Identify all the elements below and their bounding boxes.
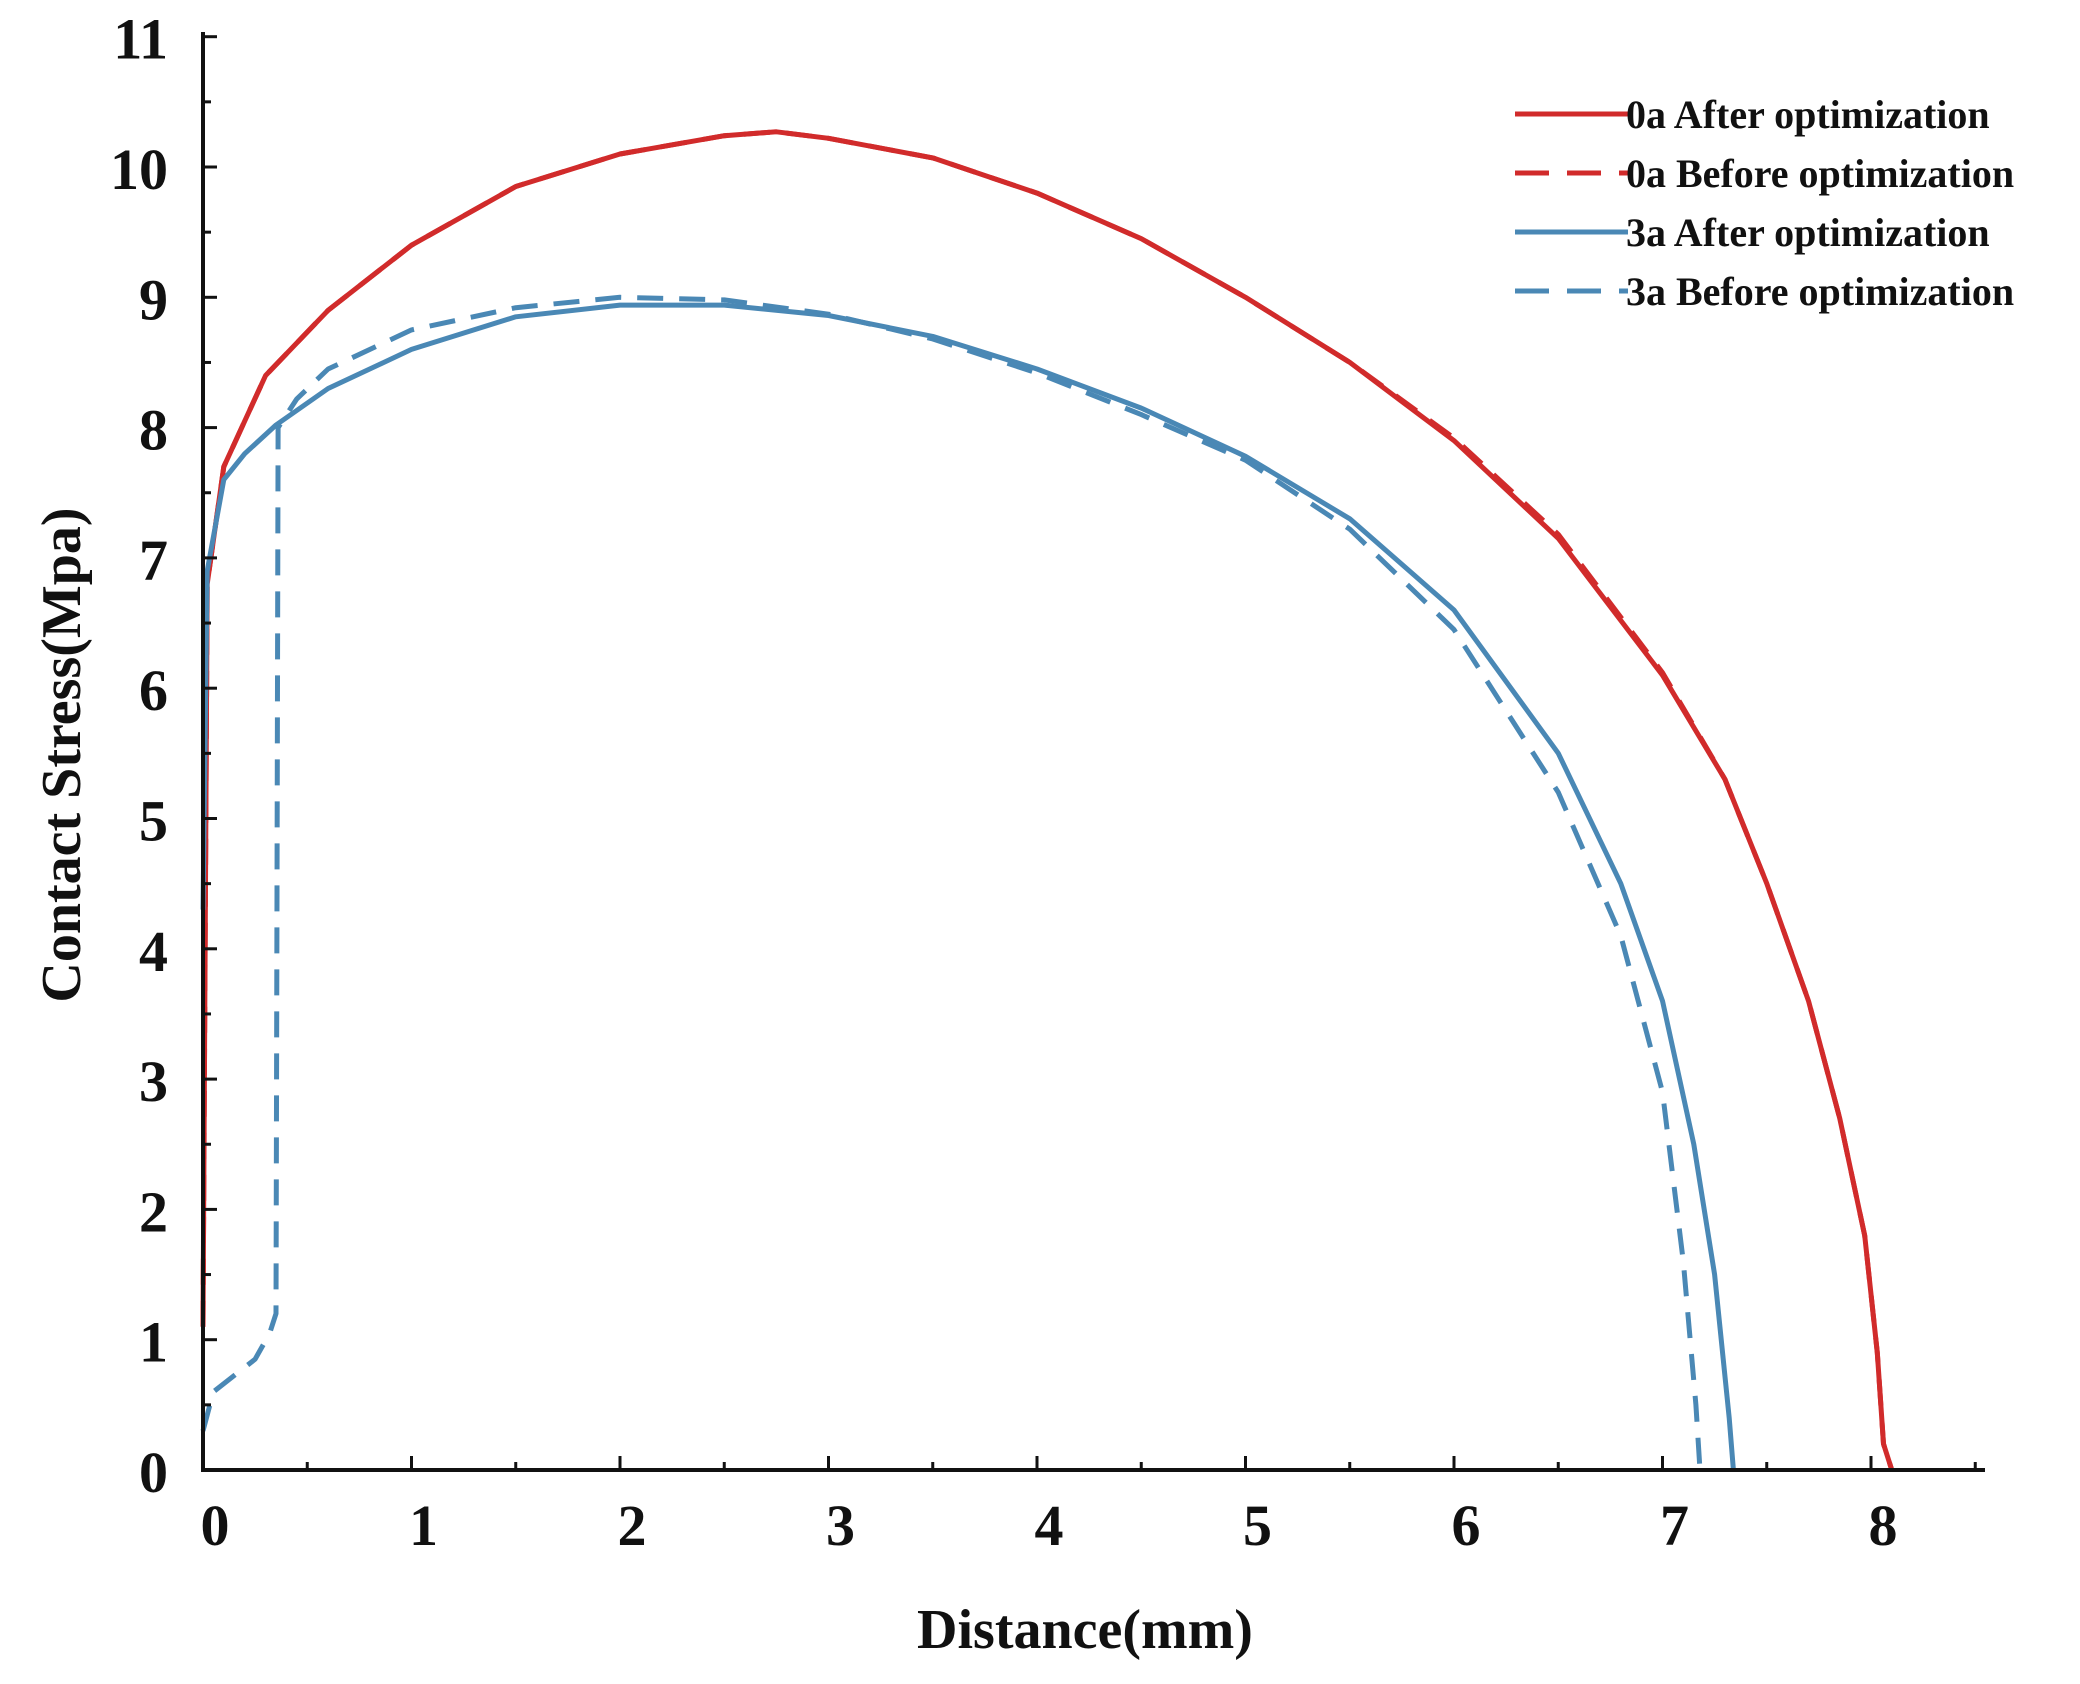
y-tick-label: 11 [113, 7, 168, 72]
series-layer [200, 129, 1895, 1471]
x-tick-label: 1 [409, 1493, 438, 1558]
x-axis-title: Distance(mm) [917, 1599, 1253, 1661]
y-tick-label: 5 [139, 789, 168, 854]
ticks-layer: 0 1 2 3 4 5 6 7 8 9 10 11 0 1 2 3 4 5 6 7 8 [110, 7, 1977, 1558]
legend-label-0a-before-optimization: 0a Before optimization [1626, 151, 2014, 196]
x-tick-label: 2 [618, 1493, 647, 1558]
series-line-0a-after-optimization [200, 129, 1895, 1471]
legend: 0a After optimization 0a Before optimizat… [1515, 92, 2014, 314]
x-tick-label: 4 [1035, 1493, 1064, 1558]
y-tick-label: 0 [139, 1440, 168, 1505]
y-tick-label: 3 [139, 1049, 168, 1114]
y-axis-title: Contact Stress(Mpa) [31, 507, 93, 1002]
y-tick-label: 10 [110, 137, 168, 202]
y-tick-label: 1 [139, 1310, 168, 1375]
x-tick-label: 5 [1243, 1493, 1272, 1558]
legend-label-3a-after-optimization: 3a After optimization [1626, 210, 1990, 255]
series-line-3a-before-optimization [200, 294, 1703, 1471]
x-tick-label: 8 [1869, 1493, 1898, 1558]
y-tick-label: 4 [139, 919, 168, 984]
y-tick-label: 8 [139, 398, 168, 463]
legend-label-3a-before-optimization: 3a Before optimization [1626, 269, 2014, 314]
x-tick-label: 7 [1660, 1493, 1689, 1558]
x-tick-label: 0 [201, 1493, 230, 1558]
x-tick-label: 3 [826, 1493, 855, 1558]
y-tick-label: 9 [139, 267, 168, 332]
x-tick-label: 6 [1452, 1493, 1481, 1558]
series-line-3a-after-optimization [200, 302, 1736, 1471]
legend-label-0a-after-optimization: 0a After optimization [1626, 92, 1990, 137]
y-tick-label: 2 [139, 1179, 168, 1244]
y-tick-label: 7 [139, 528, 168, 593]
series-line-0a-before-optimization [200, 129, 1895, 1471]
y-tick-label: 6 [139, 658, 168, 723]
